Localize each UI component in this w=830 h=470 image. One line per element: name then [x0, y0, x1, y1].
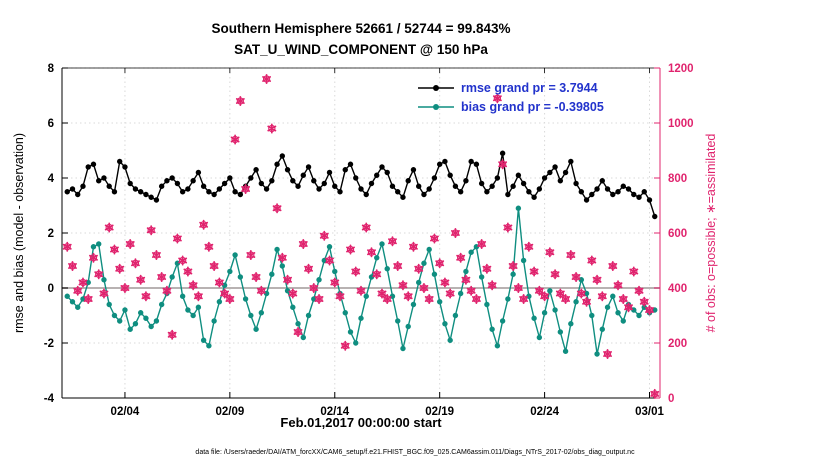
svg-text:1200: 1200 — [668, 63, 694, 75]
legend: rmse grand pr = 3.7944 bias grand pr = -… — [416, 78, 604, 116]
legend-row-rmse: rmse grand pr = 3.7944 — [416, 78, 604, 97]
bias-marker-icon — [418, 103, 454, 110]
y-axis-label-left: rmse and bias (model - observation) — [12, 132, 26, 334]
svg-text:800: 800 — [668, 173, 687, 185]
svg-text:400: 400 — [668, 283, 687, 295]
svg-text:0: 0 — [48, 283, 54, 295]
legend-label-bias: bias grand pr = -0.39805 — [461, 99, 604, 114]
svg-text:-2: -2 — [44, 338, 54, 350]
rmse-marker-icon — [418, 84, 454, 91]
svg-text:03/01: 03/01 — [635, 406, 664, 418]
svg-text:1000: 1000 — [668, 118, 694, 130]
legend-label-rmse: rmse grand pr = 3.7944 — [461, 80, 598, 95]
svg-text:0: 0 — [668, 393, 674, 405]
svg-text:02/19: 02/19 — [425, 406, 454, 418]
data-file-caption: data file: /Users/raeder/DAI/ATM_forcXX/… — [195, 449, 635, 456]
svg-text:02/14: 02/14 — [320, 406, 349, 418]
svg-text:02/24: 02/24 — [530, 406, 559, 418]
svg-text:02/04: 02/04 — [111, 406, 140, 418]
chart-title: Southern Hemisphere 52661 / 52744 = 99.8… — [62, 18, 660, 60]
legend-row-bias: bias grand pr = -0.39805 — [416, 97, 604, 116]
svg-text:8: 8 — [48, 63, 55, 75]
y-axis-label-right: # of obs: o=possible; ∗=assimilated — [704, 133, 718, 333]
svg-text:6: 6 — [48, 118, 54, 130]
svg-text:-4: -4 — [44, 393, 55, 405]
chart-title-line1: Southern Hemisphere 52661 / 52744 = 99.8… — [211, 21, 511, 36]
svg-text:02/09: 02/09 — [215, 406, 244, 418]
svg-text:4: 4 — [48, 173, 55, 185]
svg-text:600: 600 — [668, 228, 687, 240]
svg-text:2: 2 — [48, 228, 54, 240]
x-axis-label: Feb.01,2017 00:00:00 start — [280, 415, 442, 430]
svg-text:200: 200 — [668, 338, 687, 350]
chart-title-line2: SAT_U_WIND_COMPONENT @ 150 hPa — [234, 42, 488, 57]
